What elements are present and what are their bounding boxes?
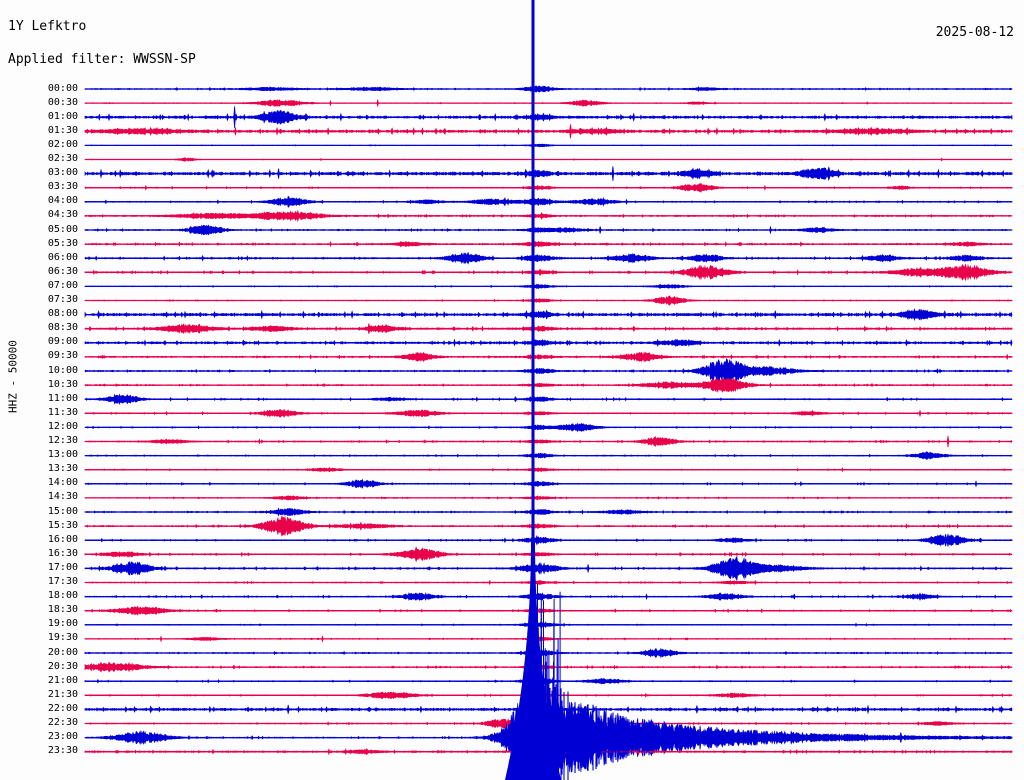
time-label: 16:30 (47, 547, 78, 559)
time-label: 22:30 (47, 717, 78, 728)
time-label: 21:30 (47, 688, 78, 700)
time-label: 08:00 (47, 308, 78, 320)
time-label: 09:00 (47, 336, 78, 348)
time-label: 22:00 (47, 702, 78, 714)
date-label: 2025-08-12 (935, 25, 1014, 40)
time-label: 20:00 (47, 646, 78, 658)
time-label: 17:00 (47, 561, 78, 573)
time-label: 00:30 (47, 96, 78, 108)
time-label: 02:30 (47, 153, 78, 164)
time-label: 14:00 (47, 477, 78, 489)
time-label: 23:00 (47, 731, 78, 743)
time-label: 07:30 (47, 294, 78, 305)
time-label: 20:30 (47, 660, 78, 672)
time-label: 18:00 (47, 590, 78, 602)
time-label: 03:00 (47, 167, 78, 179)
time-label: 15:00 (47, 505, 78, 517)
time-label: 11:30 (47, 406, 78, 418)
time-label: 19:00 (47, 618, 78, 630)
time-label: 02:00 (47, 138, 78, 150)
station-title: 1Y Lefktro (8, 19, 87, 34)
time-label: 18:30 (47, 604, 78, 616)
time-label: 09:30 (47, 350, 78, 362)
time-label: 10:30 (47, 378, 78, 390)
time-label: 16:00 (47, 533, 78, 545)
time-label: 04:00 (47, 195, 78, 207)
time-label: 10:00 (47, 364, 78, 376)
time-label: 01:00 (47, 110, 78, 122)
time-label: 12:00 (47, 420, 78, 432)
time-label: 11:00 (47, 392, 78, 404)
time-label: 03:30 (47, 181, 78, 193)
time-label: 17:30 (47, 576, 78, 587)
time-label: 04:30 (47, 209, 78, 221)
time-label: 01:30 (47, 124, 78, 136)
applied-filter-label: Applied filter: WWSSN-SP (8, 52, 196, 67)
time-label: 14:30 (47, 491, 78, 503)
time-label: 05:00 (47, 223, 78, 235)
time-label: 00:00 (47, 82, 78, 94)
time-label: 13:00 (47, 449, 78, 461)
time-label: 19:30 (47, 632, 78, 644)
time-label: 06:00 (47, 251, 78, 263)
time-label: 07:00 (47, 279, 78, 291)
time-label: 08:30 (47, 322, 78, 334)
time-label: 12:30 (47, 435, 78, 446)
time-label: 05:30 (47, 237, 78, 249)
time-label: 15:30 (47, 519, 78, 531)
time-label: 21:00 (47, 674, 78, 686)
time-label: 06:30 (47, 265, 78, 277)
time-label: 23:30 (47, 745, 78, 757)
time-label: 13:30 (47, 463, 78, 475)
